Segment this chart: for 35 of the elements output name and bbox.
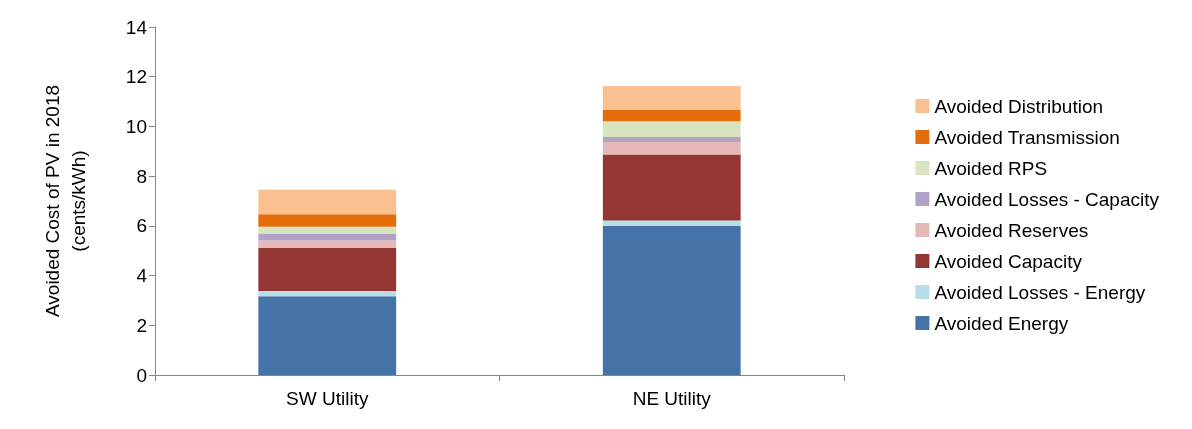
legend-label: Avoided Energy (934, 312, 1069, 334)
bar (258, 189, 397, 215)
bar (258, 290, 397, 297)
bar (602, 225, 741, 375)
bar (258, 296, 397, 375)
y-tick-label: 2 (136, 314, 147, 336)
bar (602, 121, 741, 138)
legend-label: Avoided Distribution (934, 95, 1104, 117)
y-tick-label: 10 (125, 115, 147, 137)
y-tick-label: 0 (136, 364, 147, 386)
y-tick-label: 8 (136, 165, 147, 187)
x-tick-label: SW Utility (286, 388, 369, 409)
bar (258, 240, 397, 248)
legend-label: Avoided Losses - Energy (934, 281, 1146, 303)
y-tick-label: 14 (125, 16, 148, 38)
x-tick-label: NE Utility (632, 388, 712, 409)
bar (258, 214, 397, 227)
legend-label: Avoided Transmission (934, 126, 1120, 148)
legend-label: Avoided RPS (934, 157, 1048, 179)
bar (602, 110, 741, 122)
bar (602, 220, 741, 226)
y-tick-label: 12 (125, 66, 147, 88)
y-tick-label: 4 (136, 265, 148, 287)
bar (602, 154, 741, 221)
y-tick-label: 6 (136, 215, 147, 237)
y-axis-title: Avoided Cost of PV in 2018 (cents/kWh) (41, 84, 89, 318)
bar (258, 234, 397, 241)
bar (602, 85, 741, 111)
bar (258, 226, 397, 235)
bar (258, 247, 397, 291)
legend-label: Avoided Capacity (934, 250, 1083, 272)
legend-label: Avoided Reserves (934, 219, 1089, 241)
bar (602, 137, 741, 143)
legend-label: Avoided Losses - Capacity (934, 188, 1160, 210)
bar (602, 142, 741, 155)
